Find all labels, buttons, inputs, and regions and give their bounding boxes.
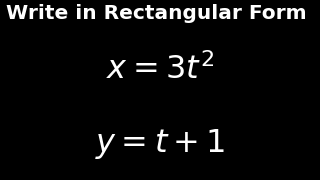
Text: $y = t + 1$: $y = t + 1$ — [95, 127, 225, 161]
Text: $x = 3t^2$: $x = 3t^2$ — [106, 53, 214, 86]
Text: Write in Rectangular Form: Write in Rectangular Form — [6, 4, 307, 23]
